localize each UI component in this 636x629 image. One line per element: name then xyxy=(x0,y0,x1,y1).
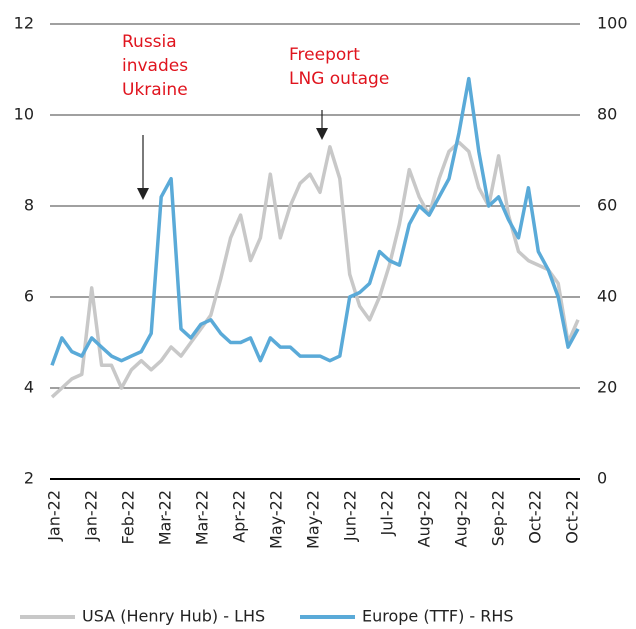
x-tick-label: Aug-22 xyxy=(415,490,434,547)
x-tick-label: Jan-22 xyxy=(45,490,64,542)
y2-tick-label: 0 xyxy=(597,469,607,488)
x-tick-label: Jun-22 xyxy=(341,490,360,542)
annotation: invades xyxy=(122,56,188,76)
annotation: LNG outage xyxy=(289,69,389,89)
annotation: Ukraine xyxy=(122,80,188,100)
x-tick-label: Apr-22 xyxy=(230,490,249,543)
x-tick-label: Oct-22 xyxy=(526,490,545,544)
y2-tick-label: 80 xyxy=(597,105,617,124)
legend-label: Europe (TTF) - RHS xyxy=(362,607,514,626)
x-tick-label: Oct-22 xyxy=(563,490,582,544)
x-tick-label: Jul-22 xyxy=(378,490,397,536)
y-tick-label: 6 xyxy=(24,287,34,306)
x-tick-label: Aug-22 xyxy=(452,490,471,547)
arrow-head xyxy=(316,128,328,140)
y2-tick-label: 60 xyxy=(597,196,617,215)
y-tick-label: 4 xyxy=(24,378,34,397)
x-tick-label: Feb-22 xyxy=(119,490,138,544)
x-tick-label: Mar-22 xyxy=(156,490,175,545)
annotation: Freeport xyxy=(289,45,360,65)
y-tick-label: 2 xyxy=(24,469,34,488)
y-tick-label: 8 xyxy=(24,196,34,215)
x-tick-label: May-22 xyxy=(304,490,323,549)
x-tick-label: Mar-22 xyxy=(193,490,212,545)
arrow-head xyxy=(137,188,149,200)
y-tick-label: 10 xyxy=(14,105,34,124)
annotation: Russia xyxy=(122,32,177,52)
legend-label: USA (Henry Hub) - LHS xyxy=(82,607,265,626)
series-line xyxy=(50,76,580,366)
y-tick-label: 12 xyxy=(14,14,34,33)
y2-tick-label: 20 xyxy=(597,378,617,397)
x-tick-label: Sep-22 xyxy=(489,490,508,546)
series-line xyxy=(50,140,580,399)
y2-tick-label: 40 xyxy=(597,287,617,306)
x-tick-label: Jan-22 xyxy=(82,490,101,542)
x-tick-label: May-22 xyxy=(267,490,286,549)
y2-tick-label: 100 xyxy=(597,14,628,33)
